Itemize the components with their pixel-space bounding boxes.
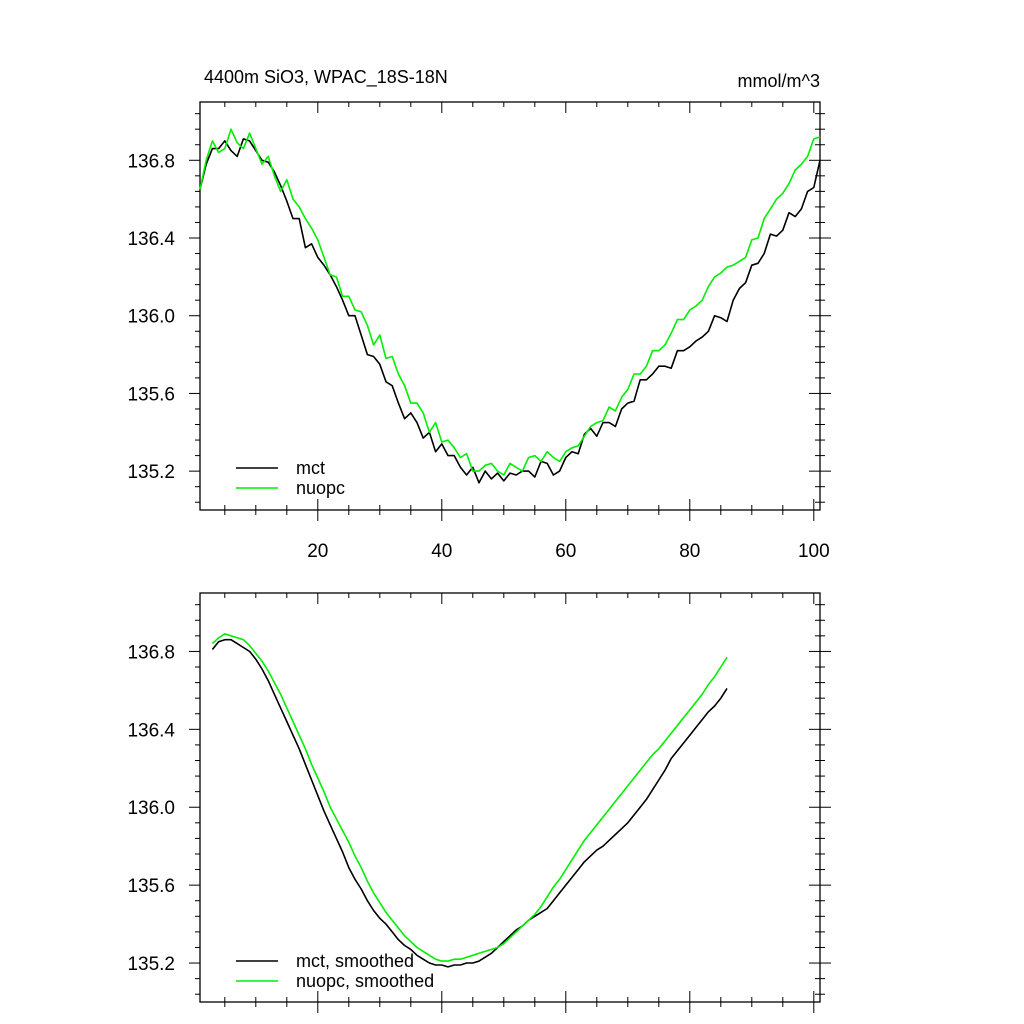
y-tick-label: 136.0: [127, 307, 175, 328]
x-tick-label: 80: [679, 541, 700, 562]
plot-frame: [199, 101, 821, 511]
y-tick-label: 136.4: [127, 229, 175, 250]
series-line-nuopc-smoothed: [211, 633, 728, 962]
x-tick-label: 40: [431, 541, 452, 562]
legend-label: nuopc: [296, 478, 345, 498]
chart-units: mmol/m^3: [738, 71, 820, 91]
y-tick-label: 135.6: [127, 384, 175, 405]
series-layer: [199, 128, 821, 484]
y-tick-label: 135.2: [127, 954, 175, 975]
x-tick-label: 60: [555, 541, 576, 562]
series-layer: [211, 633, 728, 968]
y-tick-label: 135.6: [127, 876, 175, 897]
legend-label: mct: [296, 458, 325, 478]
y-axis-labels: 135.2 135.6 136.0 136.4 136.8: [127, 642, 175, 975]
series-line-nuopc: [199, 128, 821, 476]
axis-ticks: [189, 593, 831, 1013]
y-tick-label: 136.8: [127, 642, 175, 663]
bottom-chart-panel: 135.2 135.6 136.0 136.4 136.8 mct, smoothedn…: [127, 592, 831, 1013]
plot-frame: [199, 592, 821, 1003]
x-tick-label: 100: [798, 541, 830, 562]
chart-title: 4400m SiO3, WPAC_18S-18N: [204, 67, 448, 88]
y-tick-label: 135.2: [127, 462, 175, 483]
y-tick-label: 136.8: [127, 151, 175, 172]
series-line-mct: [199, 138, 821, 484]
legend-label: nuopc, smoothed: [296, 971, 434, 991]
series-line-mct-smoothed: [211, 638, 728, 968]
top-chart-panel: 4400m SiO3, WPAC_18S-18N mmol/m^3 135.21…: [127, 67, 831, 562]
axis-ticks: [189, 102, 831, 521]
y-tick-label: 136.0: [127, 798, 175, 819]
y-axis-labels: 135.2 135.6 136.0 136.4 136.8: [127, 151, 175, 483]
legend-label: mct, smoothed: [296, 951, 414, 971]
x-axis-labels: 20 40 60 80 100: [307, 541, 829, 562]
y-tick-label: 136.4: [127, 720, 175, 741]
x-tick-label: 20: [307, 541, 328, 562]
